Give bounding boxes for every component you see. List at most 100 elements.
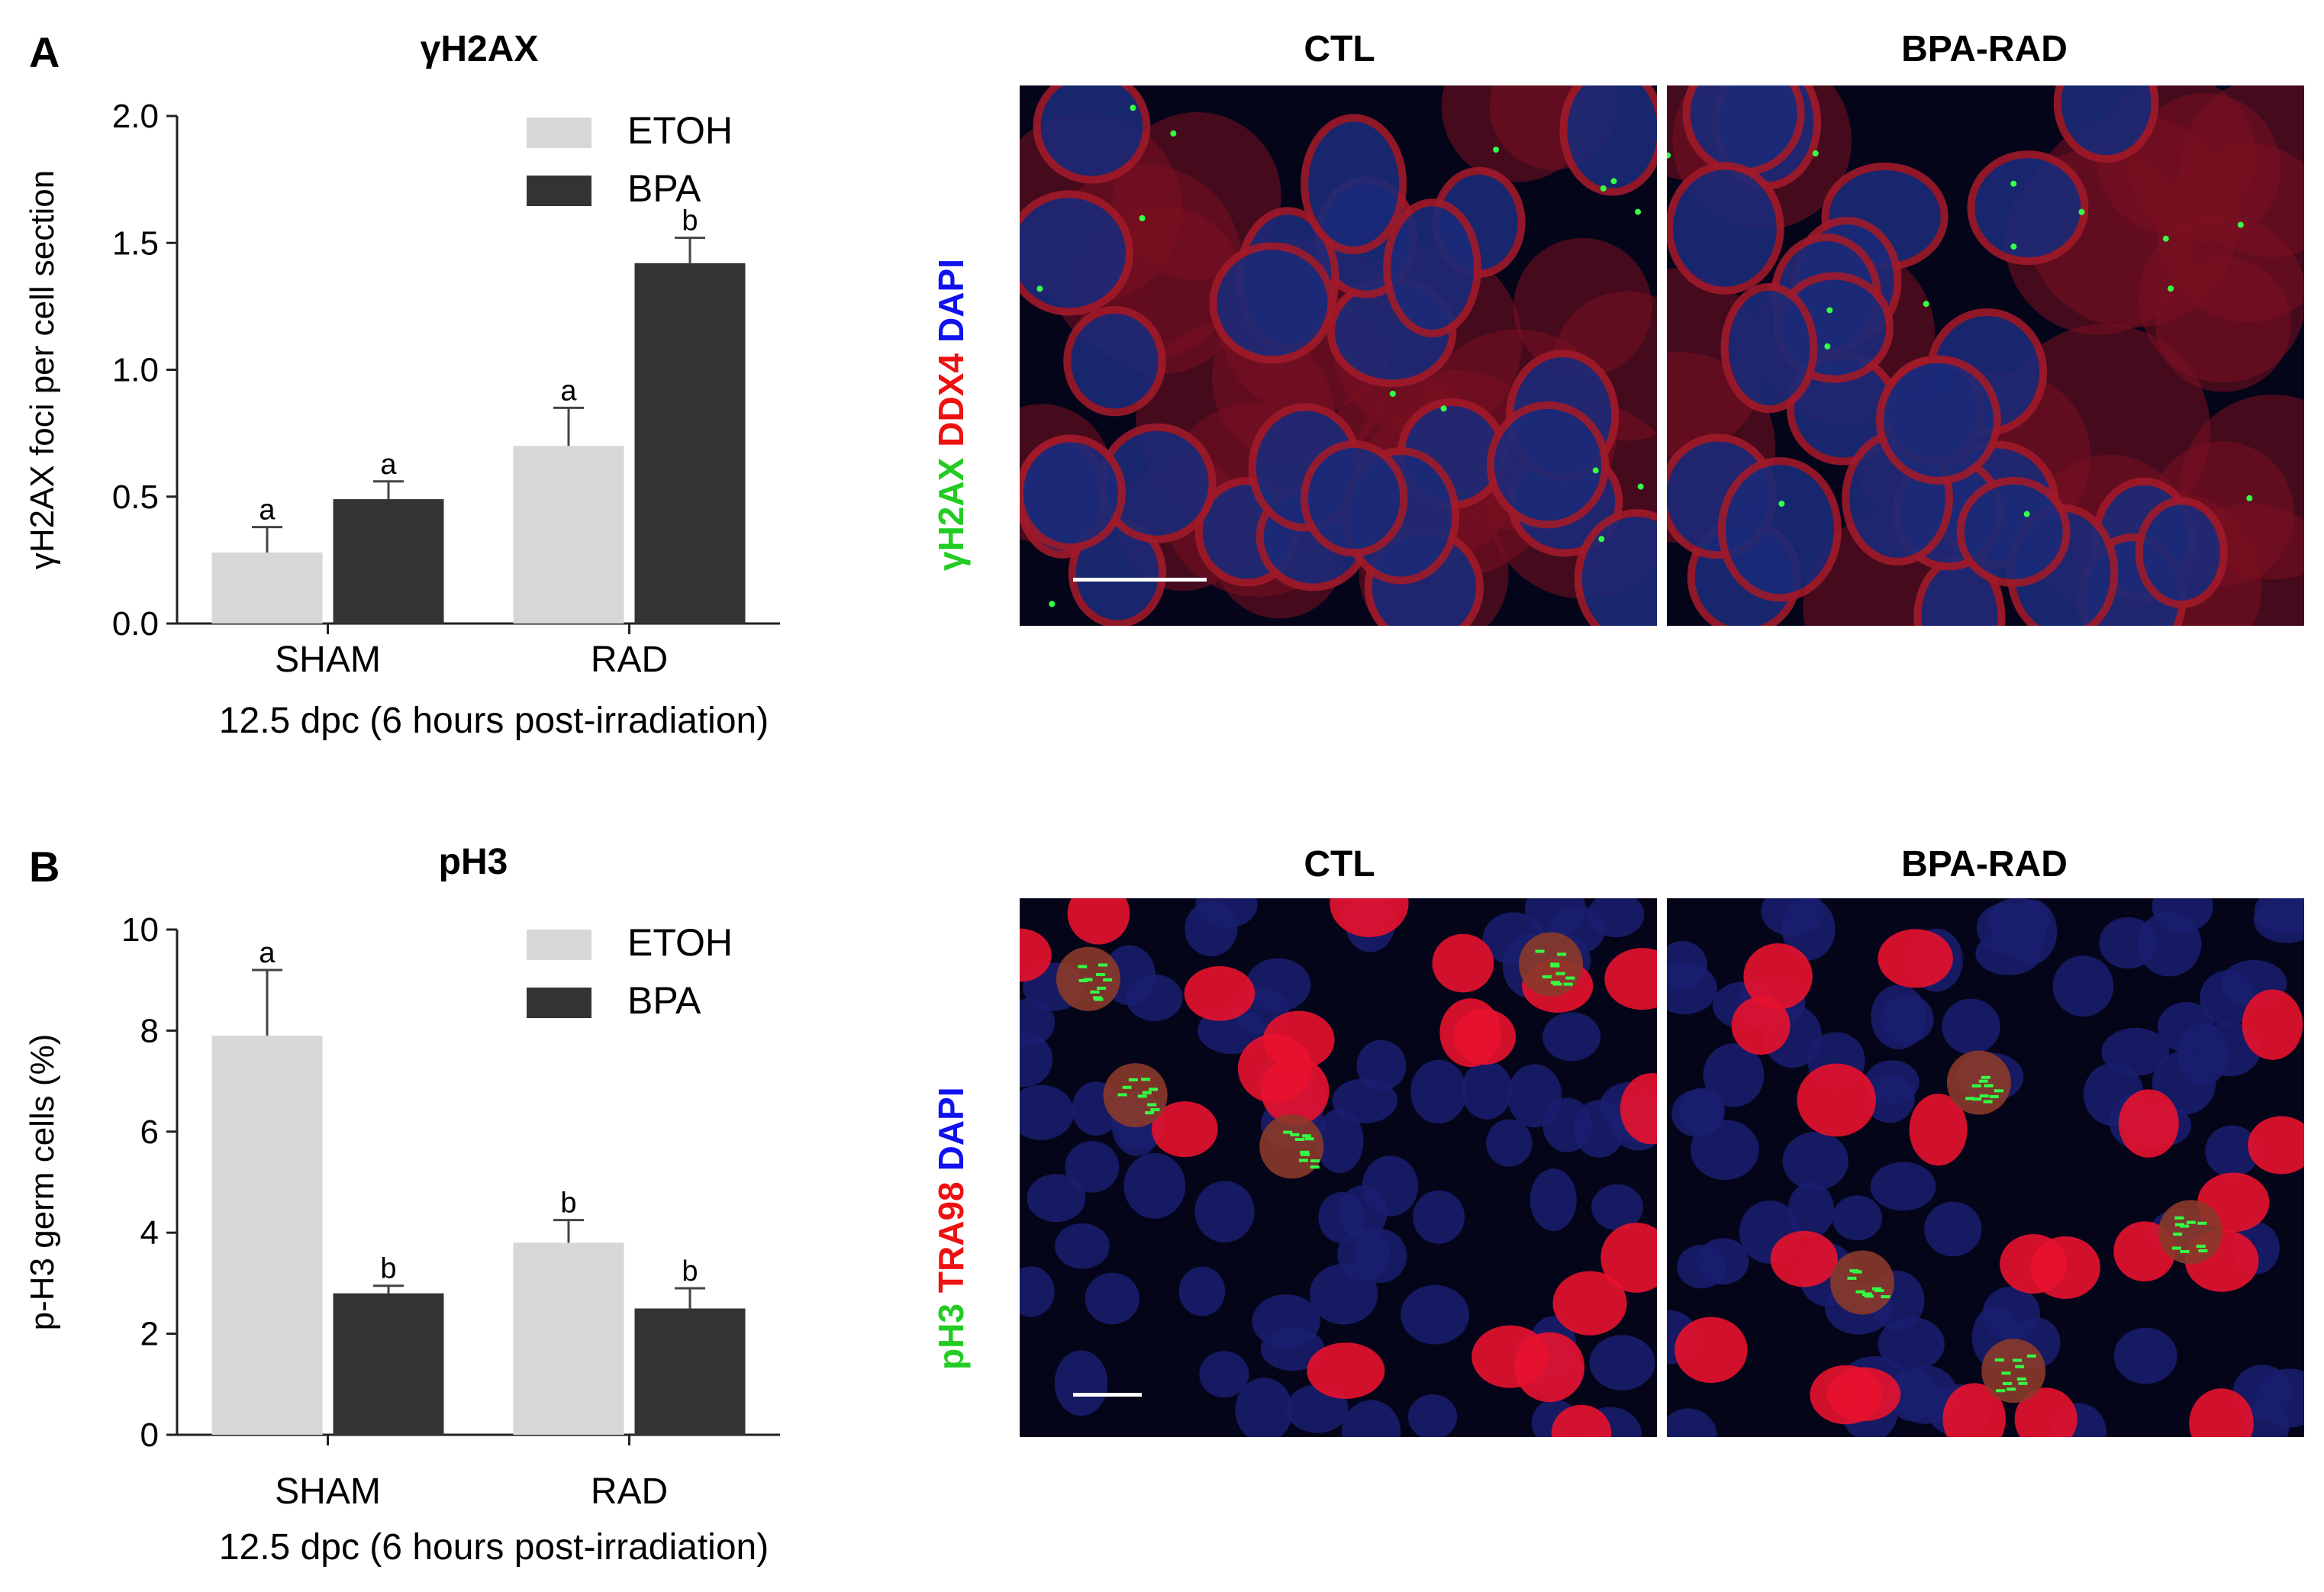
germ-cell <box>1675 1316 1748 1384</box>
legend-label-etoh: ETOH <box>627 921 733 964</box>
ph3-chromatin <box>1847 1276 1857 1280</box>
ph3-chromatin <box>2186 1220 2196 1224</box>
svg-text:pH3TRA98DAPI: pH3 TRA98 DAPI <box>931 1087 971 1370</box>
ph3-chromatin <box>2173 1233 2183 1236</box>
dapi-nucleus <box>1871 985 1927 1049</box>
ph3-chromatin <box>1150 1108 1160 1112</box>
y-tick-label: 0 <box>140 1416 159 1454</box>
dapi-nucleus <box>1315 1108 1364 1174</box>
germ-cell <box>1432 933 1494 993</box>
category-label: RAD <box>591 640 668 680</box>
category-label: SHAM <box>275 1471 381 1512</box>
germ-cell <box>2248 1116 2304 1175</box>
dapi-nucleus <box>2052 956 2114 1017</box>
dapi-nucleus <box>1185 901 1238 956</box>
significance-letter: a <box>259 937 276 969</box>
ph3-chromatin <box>1300 1150 1310 1154</box>
ph3-chromatin <box>1147 1103 1157 1107</box>
ph3-chromatin <box>1881 1295 1890 1299</box>
mitotic-cell <box>1981 1339 2046 1403</box>
foci-dot <box>1610 178 1617 185</box>
micrograph-texture <box>1020 898 1657 1437</box>
germ-cell <box>1770 1230 1838 1287</box>
ph3-chromatin <box>1283 1130 1293 1134</box>
ph3-chromatin <box>1989 1094 1999 1098</box>
dapi-nucleus <box>2205 1125 2259 1178</box>
bar-bpa-rad <box>634 1308 746 1435</box>
ph3-chromatin <box>1145 1111 1155 1115</box>
germ-cell <box>2189 1388 2254 1437</box>
ph3-chromatin <box>1565 976 1575 980</box>
foci-dot <box>2237 221 2244 228</box>
micrograph-ph3-ctl <box>1020 898 1657 1437</box>
y-tick-label: 10 <box>121 911 159 949</box>
foci-dot <box>1824 343 1831 350</box>
ph3-chromatin <box>1103 978 1113 981</box>
germ-cell <box>1151 1101 1218 1158</box>
germ-cell <box>2118 1089 2179 1158</box>
dapi-nucleus <box>1787 1181 1835 1238</box>
dapi-nucleus <box>2113 1327 2177 1384</box>
cytoplasm-blob <box>1513 237 1652 377</box>
dapi-nucleus <box>1407 1394 1458 1437</box>
dapi-nucleus <box>1413 1190 1465 1244</box>
nucleus <box>1875 355 2001 485</box>
ph3-chromatin <box>1979 1094 1989 1097</box>
ph3-chromatin <box>2001 1371 2011 1375</box>
foci-dot <box>2078 208 2085 215</box>
ph3-chromatin <box>1864 1294 1874 1298</box>
ph3-chromatin <box>1542 975 1552 978</box>
ph3-chromatin <box>1555 972 1565 975</box>
ph3-chromatin <box>1117 1093 1127 1097</box>
ph3-chromatin <box>1096 972 1106 976</box>
x-axis-label: 12.5 dpc (6 hours post-irradiation) <box>219 1527 769 1568</box>
nucleus <box>1956 476 2071 587</box>
y-tick-label: 2 <box>140 1316 159 1353</box>
ph3-chromatin <box>1972 1097 1982 1101</box>
germ-cell <box>1878 929 1953 988</box>
germ-cell <box>1743 943 1813 1010</box>
bar-bpa-rad <box>634 263 746 624</box>
dapi-nucleus <box>1573 1100 1626 1158</box>
germ-cell <box>1471 1325 1549 1388</box>
nucleus <box>1574 509 1657 626</box>
nucleus <box>1486 401 1610 529</box>
germ-cell <box>1307 1342 1385 1399</box>
bar-bpa-sham <box>333 499 444 624</box>
foci-dot <box>1139 214 1146 221</box>
germ-cell <box>1020 928 1052 982</box>
mitotic-cell <box>1830 1250 1895 1315</box>
dapi-nucleus <box>1123 1152 1186 1219</box>
ph3-chromatin <box>1971 1084 1981 1088</box>
ph3-chromatin <box>1310 1165 1320 1169</box>
scale-bar <box>1073 1393 1142 1397</box>
nucleus <box>1209 242 1336 364</box>
ph3-chromatin <box>1122 1085 1132 1089</box>
ph3-chromatin <box>1855 1290 1865 1294</box>
ph3-chromatin <box>1563 982 1573 986</box>
ph3-chromatin <box>1078 965 1088 968</box>
panel-letter-a: A <box>29 28 60 76</box>
foci-dot <box>2010 180 2017 187</box>
ph3-chromatin <box>1298 1159 1308 1162</box>
foci-dot <box>1389 390 1396 397</box>
dapi-nucleus <box>1667 1408 1717 1437</box>
stain-label-dapi-a: DAPI <box>931 259 971 343</box>
significance-letter: a <box>560 375 577 407</box>
dapi-nucleus <box>1027 1174 1086 1223</box>
y-tick-label: 4 <box>140 1214 159 1252</box>
dapi-nucleus <box>2254 898 2304 934</box>
germ-cell <box>1604 948 1657 1010</box>
foci-dot <box>1598 536 1605 543</box>
y-axis-label: γH2AX foci per cell section <box>24 170 61 569</box>
dapi-nucleus <box>1020 998 1056 1046</box>
germ-cell <box>1552 1271 1627 1336</box>
nucleus <box>1720 282 1818 414</box>
ph3-chromatin <box>1300 1152 1310 1156</box>
nucleus <box>1301 114 1407 255</box>
ph3-chromatin <box>2196 1244 2206 1248</box>
ph3-chromatin <box>1550 981 1560 985</box>
dapi-nucleus <box>1781 898 1836 961</box>
dapi-nucleus <box>1924 1201 1982 1257</box>
scale-bar <box>1073 578 1207 582</box>
